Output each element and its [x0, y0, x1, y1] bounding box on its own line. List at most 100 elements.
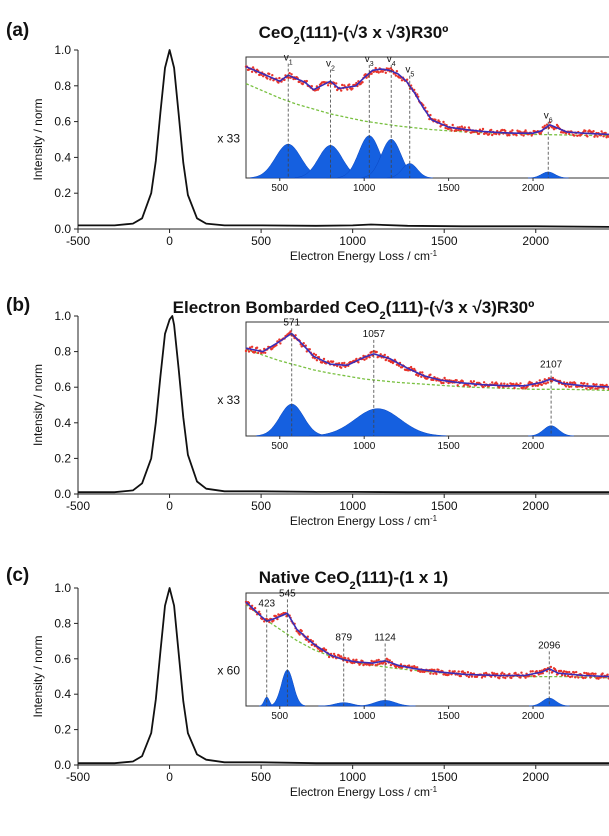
inset-data-point	[314, 353, 318, 357]
inset-data-point	[375, 350, 378, 354]
inset-marker-label: v3	[365, 54, 374, 67]
y-tick-label: 0.0	[54, 758, 71, 772]
inset-data-point	[383, 353, 386, 357]
inset-data-point	[540, 383, 543, 387]
inset-data-point	[453, 670, 456, 673]
inset-data-point	[490, 675, 493, 678]
inset-data-point	[455, 379, 458, 382]
inset-data-point	[340, 655, 343, 658]
inset-data-point	[573, 671, 576, 674]
inset-data-point	[447, 127, 450, 131]
marker-sub: 3	[370, 60, 374, 67]
inset-data-point	[377, 71, 380, 74]
inset-data-point	[447, 673, 450, 676]
inset-data-point	[566, 674, 570, 678]
inset-data-point	[389, 664, 393, 667]
inset-data-point	[487, 133, 491, 136]
inset-data-point	[268, 72, 271, 76]
title-sub: 2	[349, 580, 355, 592]
x-axis-label-text: Electron Energy Loss / cm	[290, 249, 430, 263]
marker-text: v	[544, 111, 549, 122]
y-tick-label: 0.6	[54, 115, 71, 129]
inset-data-point	[451, 123, 454, 127]
inset-data-point	[601, 672, 604, 675]
inset-data-point	[457, 129, 460, 132]
inset-frame	[245, 592, 609, 707]
marker-text: 571	[283, 317, 300, 328]
inset-data-point	[251, 66, 255, 69]
inset-data-point	[595, 383, 598, 386]
panel-a: (a) CeO2(111)-(√3 x √3)R30º0.00.20.40.60.…	[6, 20, 609, 263]
inset-data-point	[351, 661, 354, 665]
inset-x-tick-label: 500	[271, 183, 288, 194]
inset-data-point	[601, 383, 604, 387]
inset-data-point	[341, 83, 344, 87]
inset-data-point	[370, 72, 373, 76]
inset-data-point	[429, 672, 432, 675]
inset-data-point	[524, 129, 527, 132]
inset-data-point	[310, 643, 313, 647]
inset-data-point	[467, 675, 471, 679]
marker-text: 1124	[374, 632, 396, 643]
inset-data-point	[432, 378, 435, 382]
y-tick-label: 0.4	[54, 687, 71, 701]
inset-data-point	[584, 676, 587, 679]
inset-data-point	[277, 81, 280, 84]
inset-data-point	[577, 676, 580, 679]
inset-data-point	[504, 129, 507, 133]
x-tick-label: 2000	[522, 770, 549, 784]
inset-data-point	[564, 385, 568, 388]
marker-text: v	[326, 59, 331, 70]
y-tick-label: 0.2	[54, 451, 71, 465]
inset-data-point	[448, 669, 451, 673]
inset-data-point	[346, 660, 349, 664]
inset-marker-label: v1	[284, 53, 293, 67]
inset-data-point	[592, 130, 595, 133]
inset-data-point	[461, 380, 464, 383]
inset-x-tick-label: 2000	[522, 711, 545, 722]
inset-data-point	[568, 132, 571, 136]
inset-data-point	[394, 74, 398, 77]
inset-data-point	[593, 135, 596, 138]
x-tick-label: 500	[251, 770, 271, 784]
inset-baseline	[245, 603, 609, 679]
inset-data-point	[513, 386, 516, 390]
y-tick-label: 0.4	[54, 416, 71, 430]
inset-data-point	[371, 663, 374, 666]
inset-data-point	[508, 672, 511, 676]
inset-data-point	[498, 386, 501, 389]
inset-data-point	[444, 126, 447, 130]
inset-data-point	[400, 79, 404, 82]
inset-data-point	[512, 382, 515, 386]
inset-data-point	[443, 376, 446, 380]
inset-data-point	[289, 330, 292, 333]
main-spectrum-line	[78, 315, 609, 494]
inset-data-point	[498, 677, 501, 680]
inset-data-point	[278, 76, 281, 80]
inset-x-tick-label: 500	[271, 711, 288, 722]
inset-multiplier: x 33	[217, 132, 240, 146]
inset-data-point	[571, 675, 574, 678]
inset-data-point	[379, 353, 382, 356]
inset-data-point	[520, 671, 523, 674]
inset-fit-line	[245, 601, 609, 678]
inset-data-point	[406, 369, 410, 372]
inset-x-tick-label: 1000	[353, 441, 376, 452]
inset-multiplier: x 60	[217, 664, 240, 678]
chart-title: CeO2(111)-(√3 x √3)R30º	[259, 23, 449, 47]
inset-data-point	[409, 365, 413, 369]
inset-data-point	[529, 670, 532, 673]
inset-data-point	[583, 671, 586, 675]
y-tick-label: 0.0	[54, 222, 71, 236]
inset-data-point	[470, 675, 474, 678]
inset-data-point	[481, 385, 485, 389]
inset-data-point	[501, 671, 504, 674]
inset-data-point	[516, 129, 519, 132]
x-tick-label: 1500	[431, 499, 458, 513]
inset-data-point	[457, 670, 460, 673]
inset-data-point	[287, 76, 290, 80]
inset-data-point	[363, 358, 366, 361]
inset-data-point	[495, 132, 498, 136]
inset-data-point	[335, 82, 338, 85]
inset-marker-label: v5	[405, 65, 414, 79]
